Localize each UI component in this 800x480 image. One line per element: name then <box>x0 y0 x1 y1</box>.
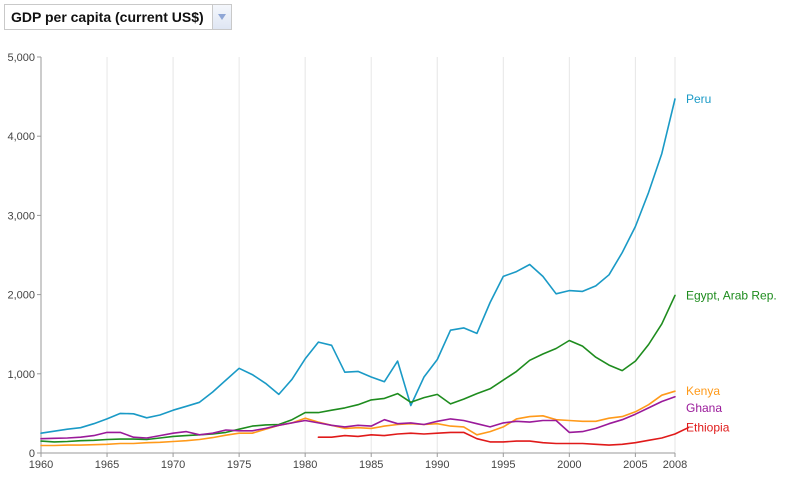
y-tick-label: 1,000 <box>7 369 35 381</box>
series-labels: Peru Egypt, Arab Rep. Kenya Ghana Ethiopia <box>686 92 777 435</box>
series-line-ghana <box>40 395 676 440</box>
series-line-peru <box>40 98 676 435</box>
x-tick-label: 1960 <box>29 459 53 471</box>
series-label-kenya: Kenya <box>686 384 720 398</box>
x-tick-label: 1975 <box>227 459 251 471</box>
x-tick-label: 1980 <box>293 459 317 471</box>
series-line-kenya <box>40 390 676 447</box>
indicator-dropdown-button[interactable] <box>211 5 231 29</box>
y-tick-label: 4,000 <box>7 131 35 143</box>
gridlines <box>40 57 676 453</box>
x-tick-label: 2000 <box>557 459 581 471</box>
x-tick-label: 1965 <box>95 459 119 471</box>
indicator-label: GDP per capita (current US$) <box>11 9 204 25</box>
x-tick-label: 2005 <box>623 459 647 471</box>
chevron-down-icon <box>217 14 226 20</box>
series-label-peru: Peru <box>686 92 711 106</box>
y-axis-ticks: 0 1,000 2,000 3,000 4,000 5,000 <box>7 52 41 460</box>
indicator-select[interactable]: GDP per capita (current US$) <box>4 4 232 30</box>
y-tick-label: 3,000 <box>7 210 35 222</box>
x-axis-ticks: 1960 1965 1970 1975 1980 1985 1990 1995 2000 2005… <box>29 453 687 471</box>
y-tick-label: 5,000 <box>7 52 35 64</box>
series-label-egypt-arab-rep: Egypt, Arab Rep. <box>686 288 777 302</box>
y-tick-label: 0 <box>29 448 35 460</box>
x-tick-label: 1990 <box>425 459 449 471</box>
series-label-ethiopia: Ethiopia <box>686 421 730 435</box>
series-lines <box>40 98 690 447</box>
y-tick-label: 2,000 <box>7 290 35 302</box>
axes <box>40 57 675 454</box>
series-line-egypt-arab-rep <box>40 294 676 443</box>
x-tick-label: 1995 <box>491 459 515 471</box>
chart: 1960 1965 1970 1975 1980 1985 1990 1995 2000 2005… <box>0 32 800 475</box>
line-chart: 1960 1965 1970 1975 1980 1985 1990 1995 2000 2005… <box>7 52 777 471</box>
series-line-ethiopia <box>317 426 690 446</box>
x-tick-label: 1970 <box>161 459 185 471</box>
x-tick-label: 2008 <box>663 459 687 471</box>
header: GDP per capita (current US$) <box>0 0 800 32</box>
x-tick-label: 1985 <box>359 459 383 471</box>
series-label-ghana: Ghana <box>686 401 722 415</box>
